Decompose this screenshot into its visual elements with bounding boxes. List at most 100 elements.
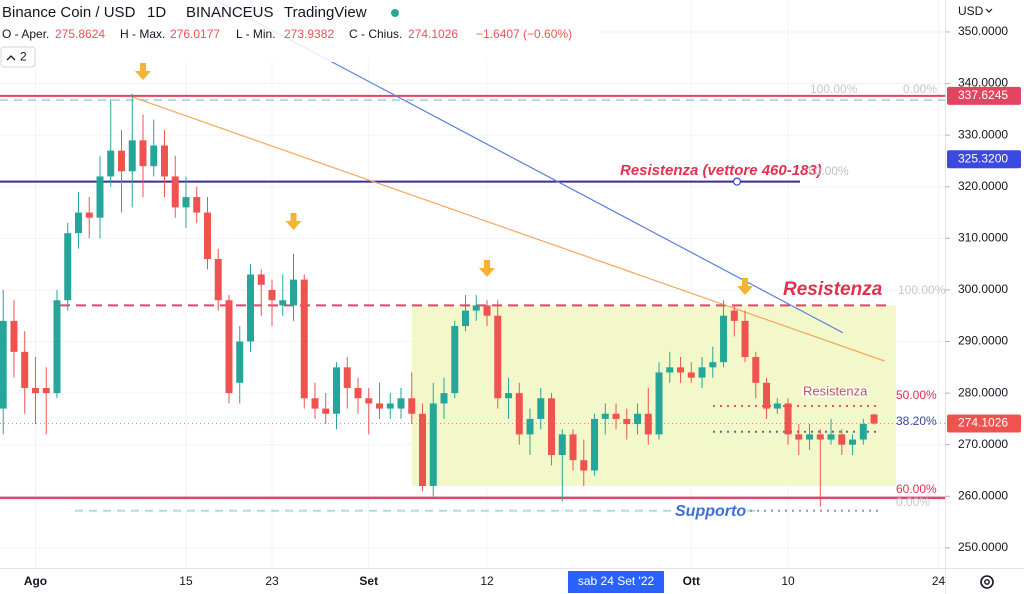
status-dot [391, 9, 399, 17]
candle-body [343, 367, 351, 388]
currency-selector[interactable]: USD [958, 4, 984, 18]
candle-body [655, 372, 663, 435]
range-zone [412, 305, 896, 486]
x-tick-label: 12 [480, 574, 494, 588]
candle-body [225, 300, 233, 394]
y-tick-label: 350.0000 [958, 24, 1008, 38]
candle-body [687, 372, 695, 378]
candle-body [569, 434, 577, 461]
ohlc-label: L - Min. [236, 27, 276, 41]
candle-body [160, 145, 168, 177]
candle-body [182, 197, 190, 208]
candle-body [31, 387, 39, 394]
arrow-marker [737, 278, 754, 295]
candle-body [289, 279, 297, 306]
y-tick-label: 300.0000 [958, 282, 1008, 296]
x-tick-label: 23 [265, 574, 279, 588]
candle-body [117, 150, 125, 172]
candle-body [74, 212, 82, 234]
x-tick-label: Ago [24, 574, 47, 588]
candle-body [827, 434, 835, 440]
ohlc-value: 273.9382 [284, 27, 334, 41]
y-tick-label: 320.0000 [958, 179, 1008, 193]
candle-body [268, 289, 276, 301]
candle-body [612, 413, 620, 419]
symbol-title: Binance Coin / USD [2, 4, 136, 21]
candle-body [537, 398, 545, 419]
settings-icon[interactable] [980, 575, 994, 589]
ohlc-value: 276.0177 [170, 27, 220, 41]
candle-body [171, 176, 179, 208]
candle-body [515, 393, 523, 435]
arrow-marker [285, 213, 302, 230]
ohlc-label: C - Chius. [349, 27, 402, 41]
fib-label: 60.00% [896, 482, 937, 496]
candle-body [741, 320, 749, 357]
candle-body [322, 408, 330, 414]
y-tick-label: 330.0000 [958, 127, 1008, 141]
gear [980, 575, 994, 589]
annotation: Resistenza [783, 279, 883, 300]
candle-body [752, 356, 760, 383]
candle-body [698, 367, 706, 378]
candle-body [42, 387, 50, 394]
y-tick-label: 280.0000 [958, 385, 1008, 399]
price-tag-label: 274.1026 [958, 416, 1008, 430]
candle-body [246, 274, 254, 342]
candle-body [601, 413, 609, 419]
candle-body [440, 393, 448, 404]
candle-body [397, 398, 405, 409]
y-tick-label: 270.0000 [958, 437, 1008, 451]
annotation: Resistenza [803, 383, 868, 398]
candle-body [64, 233, 72, 301]
x-tick-label: Ott [683, 574, 700, 588]
candle-body [483, 305, 491, 316]
crosshair-label: sab 24 Set '22 [578, 574, 655, 588]
header: Binance Coin / USD 1D BINANCEUS TradingV… [0, 0, 600, 68]
x-tick-label: 10 [781, 574, 795, 588]
candle-body [279, 300, 287, 306]
candle-body [311, 398, 319, 409]
annotation: Supporto [675, 503, 746, 520]
candle-body [107, 150, 115, 177]
change: −1.6407 (−0.60%) [476, 27, 572, 41]
line-handle [732, 177, 742, 186]
gear-center [984, 579, 990, 585]
candle-body [10, 320, 18, 352]
candle-body [376, 403, 384, 409]
candle-body [816, 434, 824, 440]
candle-body [709, 362, 717, 368]
fib-label: 38.20% [896, 414, 937, 428]
candle-body [236, 341, 244, 383]
candle-body [365, 398, 373, 404]
arrow-marker [479, 260, 496, 277]
candle-body [580, 460, 588, 471]
candle-body [623, 418, 631, 425]
x-tick-label: 15 [179, 574, 193, 588]
candle-body [730, 310, 738, 321]
candle-body [472, 305, 480, 311]
indicator-toggle[interactable] [0, 46, 36, 68]
candle-body [558, 434, 566, 456]
fib-label: 100.00% [898, 283, 946, 297]
candle-body [139, 140, 147, 167]
crosshair-tag [568, 571, 665, 593]
candle-body [429, 403, 437, 486]
candle-body [354, 387, 362, 399]
candle-body [634, 413, 642, 425]
candle-body [494, 315, 502, 399]
price-tag-label: 337.6245 [958, 88, 1008, 102]
candle-body [859, 424, 867, 440]
candle-body [849, 439, 857, 445]
y-tick-label: 310.0000 [958, 231, 1008, 245]
candle-body [526, 418, 534, 435]
x-tick-label: Set [359, 574, 378, 588]
arrow-marker [134, 63, 151, 80]
y-tick-label: 340.0000 [958, 76, 1008, 90]
candle-body [128, 140, 136, 172]
candle-body [150, 145, 158, 167]
fib-label: 0.00% [903, 82, 937, 96]
price-tag [947, 150, 1021, 169]
